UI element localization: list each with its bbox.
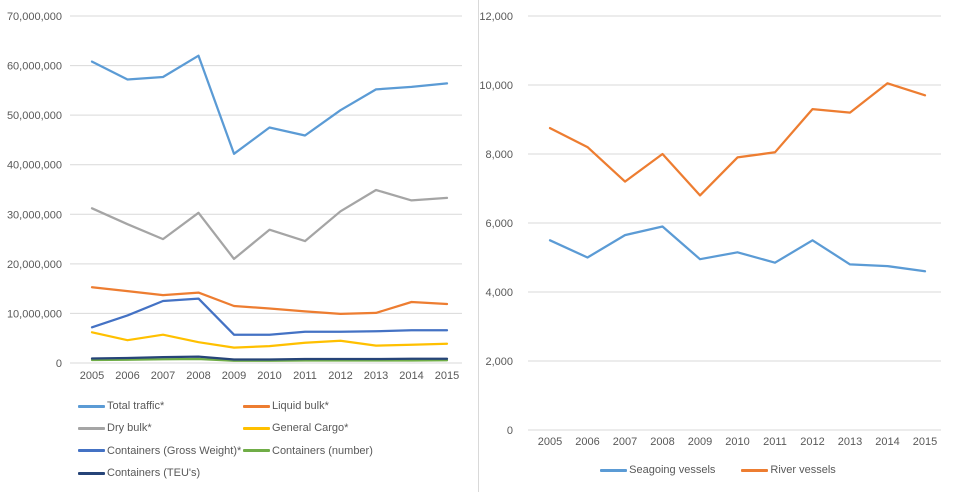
x-axis-label: 2005	[538, 436, 562, 448]
legend-line-swatch	[243, 426, 270, 430]
legend-item-containers-gross-weight: Containers (Gross Weight)*	[78, 444, 241, 458]
x-axis-label: 2008	[650, 436, 674, 448]
legend-line-swatch	[243, 449, 270, 453]
legend-item-total-traffic: Total traffic*	[78, 399, 164, 413]
x-axis-label: 2013	[364, 370, 388, 382]
series-line-dry-bulk	[90, 188, 449, 261]
legend-line-swatch	[243, 404, 270, 408]
vessels-legend: Seagoing vessels River vessels	[478, 463, 958, 477]
legend-line-swatch	[600, 468, 628, 472]
legend-label: Containers (TEU's)	[107, 467, 201, 480]
x-axis-label: 2010	[725, 436, 749, 448]
vessels-plot: 12,000 10,000 8,000 6,000 4,000 2,000 0 2005 200…	[479, 11, 941, 448]
y-axis-label: 30,000,000	[7, 209, 62, 221]
x-axis-label: 2011	[763, 436, 787, 448]
y-axis-label: 10,000	[479, 80, 513, 92]
legend-label: Total traffic*	[107, 400, 165, 412]
x-axis-label: 2005	[80, 370, 104, 382]
series-line-total-traffic	[90, 54, 449, 155]
legend-item-dry-bulk: Dry bulk*	[78, 421, 152, 435]
vessels-chart: 12,000 10,000 8,000 6,000 4,000 2,000 0 2005 200…	[478, 0, 958, 492]
x-axis-label: 2007	[613, 436, 637, 448]
y-axis-label: 0	[56, 358, 62, 370]
x-axis-label: 2012	[800, 436, 824, 448]
series-line-liquid-bulk	[90, 286, 449, 316]
legend-line-swatch	[78, 449, 105, 453]
y-axis-label: 12,000	[479, 11, 513, 23]
legend-item-seagoing-vessels: Seagoing vessels	[600, 463, 715, 477]
legend-label: General Cargo*	[272, 422, 349, 435]
legend-line-swatch	[78, 426, 105, 430]
y-axis-label: 20,000,000	[7, 259, 62, 271]
series-line-containers-gross-weight	[90, 297, 449, 336]
x-axis-label: 2012	[328, 370, 352, 382]
legend-line-swatch	[741, 468, 769, 472]
y-axis-label: 0	[507, 425, 513, 437]
x-axis-label: 2013	[838, 436, 862, 448]
legend-label: Containers (Gross Weight)*	[107, 444, 242, 457]
x-axis-label: 2007	[151, 370, 175, 382]
legend-label: River vessels	[770, 464, 836, 476]
series-line-general-cargo	[90, 331, 449, 349]
legend-line-swatch	[78, 471, 105, 475]
x-axis-label: 2011	[293, 370, 317, 382]
cargo-traffic-chart: 70,000,000 60,000,000 50,000,000 40,000,000…	[0, 0, 478, 492]
legend-line-swatch	[78, 404, 105, 408]
series-line-seagoing-vessels	[548, 225, 927, 273]
legend-item-containers-teu-s: Containers (TEU's)	[78, 466, 200, 480]
series-line-river-vessels	[548, 82, 927, 197]
chart-divider	[478, 0, 479, 492]
legend-item-liquid-bulk: Liquid bulk*	[243, 399, 329, 413]
y-axis-label: 70,000,000	[7, 11, 62, 23]
y-axis-label: 40,000,000	[7, 160, 62, 172]
x-axis-label: 2014	[399, 370, 423, 382]
legend-label: Liquid bulk*	[272, 400, 329, 412]
x-axis-label: 2009	[222, 370, 246, 382]
series-line-containers-number	[90, 357, 449, 362]
legend-item-river-vessels: River vessels	[741, 463, 836, 477]
x-axis-label: 2015	[913, 436, 937, 448]
x-axis-label: 2009	[688, 436, 712, 448]
x-axis-label: 2010	[257, 370, 281, 382]
x-axis-label: 2006	[575, 436, 599, 448]
y-axis-label: 4,000	[485, 287, 513, 299]
x-axis-label: 2014	[875, 436, 899, 448]
legend-label: Seagoing vessels	[629, 464, 716, 476]
y-axis-label: 60,000,000	[7, 61, 62, 73]
x-axis-label: 2006	[115, 370, 139, 382]
y-axis-label: 6,000	[485, 218, 513, 230]
legend-label: Dry bulk*	[107, 422, 152, 435]
x-axis-label: 2008	[186, 370, 210, 382]
cargo-traffic-plot: 70,000,000 60,000,000 50,000,000 40,000,000…	[7, 11, 462, 382]
legend-label: Containers (number)	[272, 444, 373, 457]
y-axis-label: 2,000	[485, 356, 513, 368]
legend-item-general-cargo: General Cargo*	[243, 421, 348, 435]
legend-item-containers-number: Containers (number)	[243, 444, 373, 458]
series-line-containers-teu-s	[90, 355, 449, 361]
y-axis-label: 8,000	[485, 149, 513, 161]
y-axis-label: 50,000,000	[7, 110, 62, 122]
x-axis-label: 2015	[435, 370, 459, 382]
y-axis-label: 10,000,000	[7, 308, 62, 320]
